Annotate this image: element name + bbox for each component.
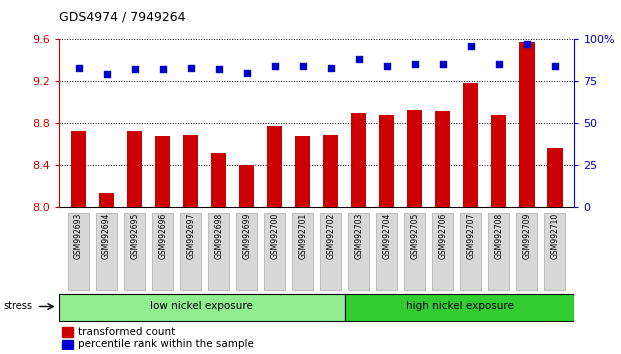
Point <box>74 65 84 70</box>
Bar <box>61 327 73 337</box>
FancyBboxPatch shape <box>320 213 341 290</box>
FancyBboxPatch shape <box>345 293 574 321</box>
Text: GSM992704: GSM992704 <box>383 212 391 259</box>
Bar <box>435 112 450 207</box>
Text: GSM992700: GSM992700 <box>270 212 279 259</box>
FancyBboxPatch shape <box>460 213 481 290</box>
Text: GSM992701: GSM992701 <box>298 212 307 258</box>
Text: stress: stress <box>3 302 32 312</box>
Point <box>270 63 279 69</box>
Text: GSM992710: GSM992710 <box>550 212 560 258</box>
Text: low nickel exposure: low nickel exposure <box>150 302 253 312</box>
Point <box>522 41 532 47</box>
Text: GSM992706: GSM992706 <box>438 212 447 259</box>
Bar <box>295 136 310 207</box>
Point <box>214 67 224 72</box>
Text: GSM992709: GSM992709 <box>522 212 532 259</box>
Bar <box>211 154 227 207</box>
Point <box>466 43 476 48</box>
FancyBboxPatch shape <box>152 213 173 290</box>
Bar <box>61 339 73 349</box>
Bar <box>267 126 283 207</box>
Text: transformed count: transformed count <box>78 327 175 337</box>
FancyBboxPatch shape <box>68 213 89 290</box>
Bar <box>379 115 394 207</box>
FancyBboxPatch shape <box>292 213 313 290</box>
Bar <box>239 165 255 207</box>
Text: GSM992695: GSM992695 <box>130 212 139 259</box>
FancyBboxPatch shape <box>236 213 257 290</box>
Bar <box>351 113 366 207</box>
Bar <box>323 135 338 207</box>
Text: GSM992696: GSM992696 <box>158 212 167 259</box>
Point <box>494 61 504 67</box>
Point <box>297 63 307 69</box>
FancyBboxPatch shape <box>348 213 369 290</box>
Point <box>382 63 392 69</box>
Text: GSM992705: GSM992705 <box>410 212 419 259</box>
Point <box>326 65 336 70</box>
FancyBboxPatch shape <box>180 213 201 290</box>
Text: GSM992707: GSM992707 <box>466 212 475 259</box>
Bar <box>71 131 86 207</box>
Point <box>186 65 196 70</box>
FancyBboxPatch shape <box>124 213 145 290</box>
FancyBboxPatch shape <box>59 293 345 321</box>
FancyBboxPatch shape <box>264 213 285 290</box>
FancyBboxPatch shape <box>545 213 565 290</box>
Bar <box>547 148 563 207</box>
Bar <box>407 110 422 207</box>
Text: GSM992702: GSM992702 <box>326 212 335 258</box>
Text: GSM992699: GSM992699 <box>242 212 251 259</box>
Text: GDS4974 / 7949264: GDS4974 / 7949264 <box>59 11 186 24</box>
Point <box>130 67 140 72</box>
FancyBboxPatch shape <box>376 213 397 290</box>
FancyBboxPatch shape <box>96 213 117 290</box>
Bar <box>183 135 198 207</box>
Point <box>410 61 420 67</box>
Text: GSM992708: GSM992708 <box>494 212 503 258</box>
FancyBboxPatch shape <box>404 213 425 290</box>
Point <box>242 70 252 75</box>
Text: percentile rank within the sample: percentile rank within the sample <box>78 339 253 349</box>
Point <box>102 72 112 77</box>
Bar <box>99 193 114 207</box>
Text: GSM992693: GSM992693 <box>74 212 83 259</box>
Bar <box>127 131 142 207</box>
FancyBboxPatch shape <box>488 213 509 290</box>
Point <box>550 63 560 69</box>
Text: GSM992697: GSM992697 <box>186 212 195 259</box>
Text: GSM992698: GSM992698 <box>214 212 223 258</box>
Point <box>438 61 448 67</box>
Bar <box>519 42 535 207</box>
FancyBboxPatch shape <box>208 213 229 290</box>
Text: high nickel exposure: high nickel exposure <box>406 302 514 312</box>
Text: GSM992694: GSM992694 <box>102 212 111 259</box>
Bar <box>155 136 170 207</box>
FancyBboxPatch shape <box>516 213 537 290</box>
Point <box>354 56 364 62</box>
Bar <box>463 83 479 207</box>
Point <box>158 67 168 72</box>
FancyBboxPatch shape <box>432 213 453 290</box>
Bar <box>491 115 507 207</box>
Text: GSM992703: GSM992703 <box>354 212 363 259</box>
